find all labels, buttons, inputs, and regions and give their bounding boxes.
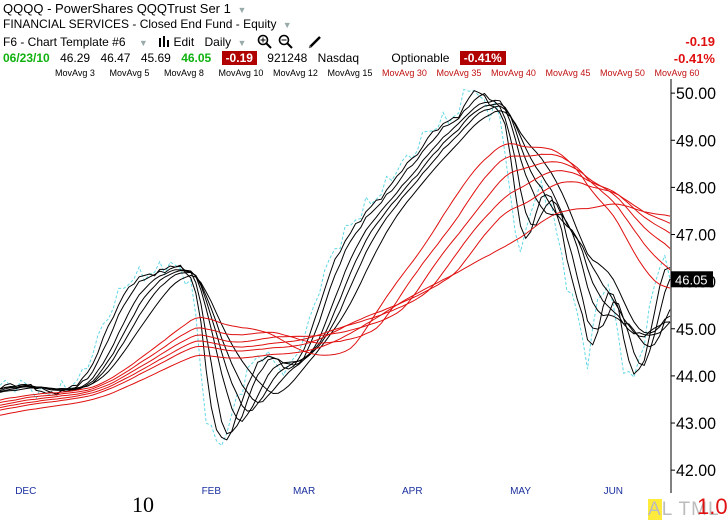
legend-item: MovAvg 5 <box>109 68 150 78</box>
price-line <box>0 88 671 447</box>
ma-line-45 <box>0 170 671 409</box>
period-select[interactable]: Daily <box>204 35 232 50</box>
footer-letters: AL TML <box>648 499 720 521</box>
quote-pct-change: -0.41% <box>459 51 506 65</box>
quote-low: 45.69 <box>140 51 171 65</box>
footer-letter-a[interactable]: A <box>648 499 662 520</box>
quote-open: 46.29 <box>60 51 91 65</box>
x-tick-label: MAY <box>510 486 531 497</box>
right-pct-change: -0.41% <box>673 51 715 66</box>
version-label: 1.0 <box>697 494 727 519</box>
footer-letter-m[interactable]: M <box>691 499 708 520</box>
chevron-down-icon[interactable]: ▼ <box>237 38 247 49</box>
y-tick-label: 50.00 <box>676 84 716 103</box>
footer-letter-l2[interactable]: L <box>707 499 720 520</box>
legend-item: MovAvg 15 <box>327 68 373 78</box>
y-tick-label: 47.00 <box>676 226 716 245</box>
legend-item: MovAvg 60 <box>654 68 700 78</box>
pencil-icon[interactable] <box>308 35 322 52</box>
toolbar: F6 - Chart Template #6 ▼ Edit Daily ▼ <box>3 34 322 52</box>
legend-item: MovAvg 35 <box>436 68 482 78</box>
legend-item: MovAvg 45 <box>545 68 591 78</box>
y-tick-label: 45.00 <box>676 320 716 339</box>
ma-line-30 <box>0 143 671 401</box>
ma-line-12 <box>0 105 671 404</box>
legend-item: MovAvg 40 <box>491 68 536 78</box>
quote-close: 46.05 <box>181 51 212 65</box>
last-price-label: 46.05 <box>675 272 708 287</box>
template-select[interactable]: F6 - Chart Template #6 <box>3 35 126 50</box>
legend: MovAvg 3 MovAvg 5 MovAvg 8 MovAvg 10 MovAvg … <box>0 68 727 80</box>
quote-change: -0.19 <box>221 51 257 65</box>
quote-row: 06/23/10 46.29 46.47 45.69 46.05 -0.19 9… <box>3 51 506 65</box>
symbol[interactable]: QQQQ <box>3 1 44 16</box>
quote-optionable: Optionable <box>391 51 450 65</box>
ma-line-50 <box>0 181 671 411</box>
sector-label: FINANCIAL SERVICES - Closed End Fund - E… <box>3 17 277 31</box>
price-chart: 50.0049.0048.0047.0046.0045.0044.0043.00… <box>0 79 716 517</box>
legend-item: MovAvg 3 <box>55 68 95 78</box>
quote-high: 46.47 <box>100 51 131 65</box>
x-tick-label: FEB <box>202 486 222 497</box>
footer-letter-l[interactable]: L <box>661 499 673 520</box>
y-tick-label: 49.00 <box>676 131 716 150</box>
legend-item: MovAvg 12 <box>273 68 318 78</box>
bar-chart-icon[interactable] <box>158 36 170 50</box>
legend-item: MovAvg 50 <box>600 68 645 78</box>
ma-line-35 <box>0 153 671 403</box>
zoom-in-icon[interactable] <box>257 34 272 52</box>
y-tick-label: 44.00 <box>676 367 716 386</box>
x-tick-label: APR <box>402 486 423 497</box>
ma-line-10 <box>0 103 671 412</box>
quote-volume: 921248 <box>267 51 308 65</box>
ma-line-5 <box>0 92 671 435</box>
legend-item: MovAvg 30 <box>382 68 427 78</box>
quote-exchange: Nasdaq <box>317 51 360 65</box>
quote-date: 06/23/10 <box>3 51 50 65</box>
x-tick-label: JUN <box>604 486 623 497</box>
chart-header: QQQQ - PowerShares QQQTrust Ser 1 ▼ FINA… <box>0 0 727 70</box>
chevron-down-icon[interactable]: ▼ <box>282 20 292 30</box>
ma-line-15 <box>0 110 671 395</box>
legend-item: MovAvg 10 <box>218 68 264 78</box>
ma-line-3 <box>0 89 671 441</box>
year-label: 10 <box>132 492 154 517</box>
footer-letter-t[interactable]: T <box>678 499 692 520</box>
title-separator: - <box>47 1 52 16</box>
right-change: -0.19 <box>685 34 715 49</box>
ma-line-40 <box>0 161 671 406</box>
legend-item: MovAvg 8 <box>164 68 204 78</box>
sector-row: FINANCIAL SERVICES - Closed End Fund - E… <box>3 17 292 31</box>
x-tick-label: DEC <box>15 486 36 497</box>
security-name: PowerShares QQQTrust Ser 1 <box>55 1 231 16</box>
ma-line-8 <box>0 99 671 423</box>
x-tick-label: MAR <box>293 486 315 497</box>
y-tick-label: 43.00 <box>676 414 716 433</box>
zoom-out-icon[interactable] <box>278 34 293 52</box>
y-tick-label: 48.00 <box>676 178 716 197</box>
chevron-down-icon[interactable]: ▼ <box>138 38 148 49</box>
y-tick-label: 42.00 <box>676 461 716 480</box>
edit-button[interactable]: Edit <box>173 35 195 50</box>
chevron-down-icon[interactable]: ▼ <box>237 5 247 15</box>
title-row: QQQQ - PowerShares QQQTrust Ser 1 ▼ <box>3 1 246 16</box>
last-price-box <box>671 271 713 288</box>
ma-line-60 <box>0 203 671 416</box>
